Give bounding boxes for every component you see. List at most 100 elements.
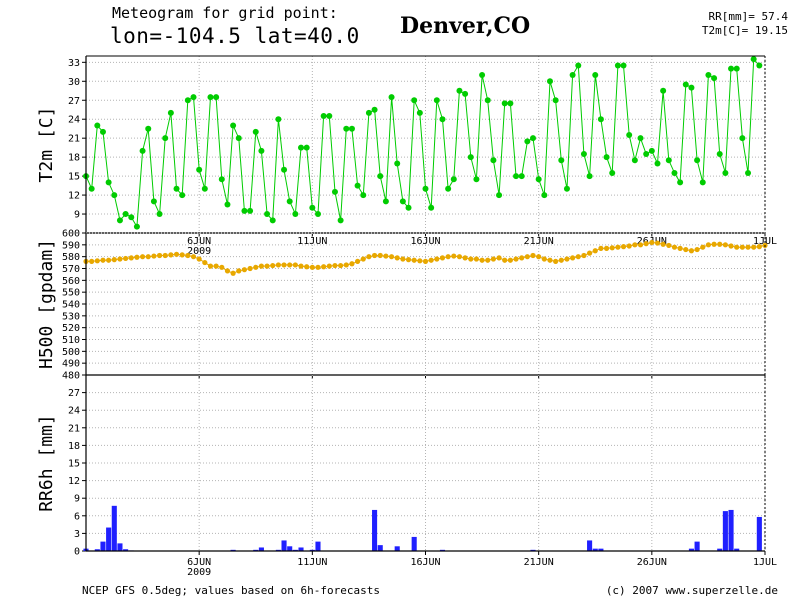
y-axis-label-rr6h: RR6h [mm] bbox=[36, 414, 57, 512]
y-tick-label: 18 bbox=[68, 153, 80, 164]
data-point bbox=[677, 179, 684, 186]
data-point bbox=[201, 185, 208, 192]
data-point bbox=[513, 173, 520, 180]
data-point bbox=[252, 128, 259, 135]
data-point bbox=[314, 211, 321, 218]
data-point bbox=[546, 78, 553, 85]
data-point bbox=[626, 243, 632, 249]
data-point bbox=[184, 97, 191, 104]
x-tick-label: 21JUN bbox=[524, 557, 554, 568]
data-point bbox=[292, 262, 298, 268]
data-point bbox=[507, 257, 513, 263]
data-point bbox=[467, 154, 474, 161]
data-point bbox=[756, 244, 762, 250]
y-tick-label: 550 bbox=[62, 288, 80, 299]
data-point bbox=[586, 173, 593, 180]
data-point bbox=[139, 254, 146, 260]
title-grid-point: lon=-104.5 lat=40.0 bbox=[110, 24, 360, 48]
y-axis-label-t2m: T2m [C] bbox=[36, 107, 57, 183]
data-point bbox=[315, 264, 321, 270]
data-point bbox=[134, 254, 140, 260]
data-point bbox=[485, 257, 491, 263]
x-tick-label: 11JUN bbox=[297, 557, 327, 568]
data-point bbox=[298, 144, 305, 151]
precip-bar bbox=[106, 527, 112, 551]
data-point bbox=[235, 135, 242, 142]
data-point bbox=[348, 125, 355, 132]
data-point bbox=[196, 166, 203, 173]
y-tick-label: 570 bbox=[62, 264, 80, 275]
data-point bbox=[507, 100, 514, 107]
data-point bbox=[270, 262, 276, 269]
data-point bbox=[331, 188, 338, 195]
data-point bbox=[139, 147, 146, 154]
data-point bbox=[275, 116, 282, 123]
data-point bbox=[694, 157, 701, 164]
series-line-t2m bbox=[85, 57, 760, 229]
data-point bbox=[513, 256, 519, 262]
x-tick-label: 26JUN bbox=[637, 557, 667, 568]
data-point bbox=[479, 257, 485, 263]
data-point bbox=[552, 97, 559, 104]
data-point bbox=[609, 169, 616, 176]
data-point bbox=[156, 252, 163, 259]
data-point bbox=[541, 256, 547, 262]
y-tick-label: 27 bbox=[68, 96, 80, 107]
data-point bbox=[456, 254, 463, 260]
y-axis-label-h500: H500 [gpdam] bbox=[36, 239, 57, 369]
data-point bbox=[224, 268, 231, 274]
data-point bbox=[400, 256, 406, 262]
precip-bar bbox=[111, 505, 117, 551]
data-point bbox=[411, 257, 417, 263]
data-point bbox=[366, 254, 372, 260]
data-point bbox=[700, 244, 706, 250]
summary-stats: RR[mm]= 57.4 T2m[C]= 19.15 bbox=[702, 10, 788, 38]
y-tick-label: 21 bbox=[68, 423, 80, 434]
data-point bbox=[580, 150, 587, 157]
data-point bbox=[230, 270, 236, 276]
t2m-mean: T2m[C]= 19.15 bbox=[701, 24, 788, 37]
data-point bbox=[450, 176, 457, 183]
data-point bbox=[399, 198, 406, 205]
y-tick-label: 15 bbox=[68, 172, 80, 183]
y-tick-label: 600 bbox=[62, 229, 80, 240]
data-point bbox=[660, 241, 666, 247]
data-point bbox=[321, 264, 327, 270]
y-tick-label: 540 bbox=[62, 300, 80, 311]
data-point bbox=[569, 71, 576, 78]
data-point bbox=[615, 244, 621, 250]
data-point bbox=[360, 192, 367, 199]
data-point bbox=[326, 113, 333, 120]
precip-bar bbox=[117, 543, 123, 551]
data-point bbox=[654, 240, 661, 246]
data-point bbox=[303, 144, 310, 151]
data-point bbox=[411, 97, 418, 104]
data-point bbox=[564, 256, 570, 262]
data-point bbox=[632, 242, 638, 248]
data-point bbox=[751, 244, 757, 250]
precip-bar bbox=[377, 545, 383, 551]
y-tick-label: 30 bbox=[68, 77, 80, 88]
data-point bbox=[281, 166, 288, 173]
data-point bbox=[502, 257, 508, 263]
precip-bar bbox=[722, 511, 728, 551]
data-point bbox=[671, 169, 678, 176]
data-point bbox=[338, 262, 344, 269]
y-tick-label: 520 bbox=[62, 323, 80, 334]
data-point bbox=[383, 253, 389, 259]
data-point bbox=[360, 256, 366, 262]
x-tick-label: 6JUN bbox=[187, 236, 211, 247]
data-point bbox=[428, 204, 435, 211]
x-tick-label: 11JUN bbox=[297, 236, 327, 247]
data-point bbox=[122, 211, 129, 218]
y-tick-label: 9 bbox=[74, 494, 80, 505]
data-point bbox=[739, 244, 745, 250]
precip-bar bbox=[728, 509, 734, 551]
data-point bbox=[145, 125, 152, 132]
data-point bbox=[196, 256, 202, 262]
data-point bbox=[445, 185, 452, 192]
data-point bbox=[439, 255, 446, 261]
data-point bbox=[179, 252, 185, 258]
data-point bbox=[603, 245, 610, 251]
